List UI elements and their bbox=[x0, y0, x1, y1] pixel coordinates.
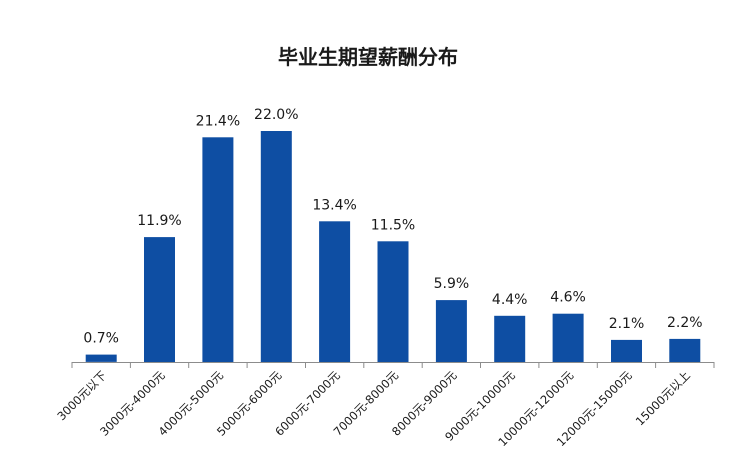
data-labels-layer: 0.7% 11.9% 21.4% 22.0% 13.4% 11.5% 5.9% 4.4% 4.6… bbox=[83, 107, 702, 347]
bar-2 bbox=[202, 137, 234, 362]
x-tick-label-10: 15000元以上 bbox=[633, 368, 693, 428]
data-label-4: 13.4% bbox=[312, 197, 356, 213]
bar-0 bbox=[85, 354, 117, 362]
bar-6 bbox=[435, 300, 467, 363]
bar-4 bbox=[319, 221, 351, 362]
bar-5 bbox=[377, 241, 409, 363]
data-label-0: 0.7% bbox=[83, 331, 119, 347]
bar-9 bbox=[611, 339, 642, 362]
data-label-5: 11.5% bbox=[371, 217, 415, 233]
data-label-9: 2.1% bbox=[609, 316, 645, 332]
data-label-10: 2.2% bbox=[667, 315, 703, 331]
data-label-3: 22.0% bbox=[254, 107, 298, 123]
bars-layer bbox=[85, 131, 701, 363]
data-label-8: 4.6% bbox=[550, 290, 586, 306]
bar-7 bbox=[494, 315, 526, 362]
bar-8 bbox=[552, 313, 584, 362]
bar-1 bbox=[144, 237, 175, 363]
data-label-1: 11.9% bbox=[137, 213, 181, 229]
x-ticks-layer bbox=[71, 362, 715, 368]
data-label-6: 5.9% bbox=[434, 276, 470, 292]
bar-3 bbox=[260, 131, 292, 362]
bar-10 bbox=[669, 338, 701, 362]
x-tick-label-0: 3000元以下 bbox=[54, 368, 109, 423]
data-label-2: 21.4% bbox=[196, 113, 240, 129]
x-tick-labels-layer: 3000元以下3000元-4000元4000元-5000元5000元-6000元… bbox=[54, 368, 693, 449]
chart-title: 毕业生期望薪酬分布 bbox=[278, 45, 458, 69]
data-label-7: 4.4% bbox=[492, 292, 528, 308]
